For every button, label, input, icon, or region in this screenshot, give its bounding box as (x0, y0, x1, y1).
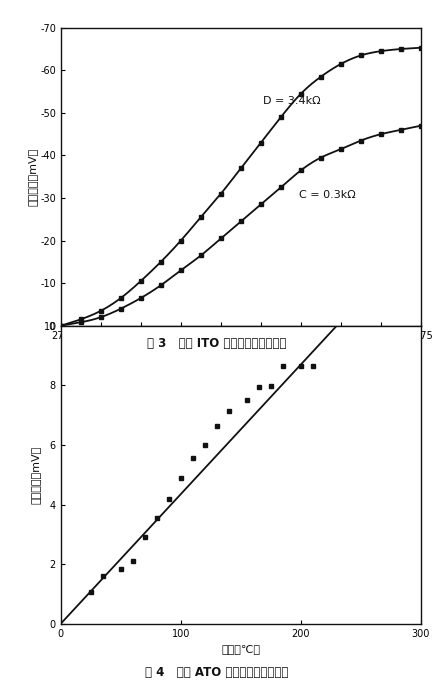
X-axis label: 温度（℃）: 温度（℃） (221, 644, 260, 654)
X-axis label: 温度（K）: 温度（K） (224, 346, 258, 356)
Y-axis label: 热电动势（mV）: 热电动势（mV） (27, 148, 37, 206)
Text: D = 3.4kΩ: D = 3.4kΩ (263, 96, 320, 106)
Text: 图 4   溅射 ATO 薄膜的对钓热电动势: 图 4 溅射 ATO 薄膜的对钓热电动势 (145, 666, 289, 678)
Y-axis label: 热电输出（mV）: 热电输出（mV） (31, 446, 41, 504)
Text: C = 0.3kΩ: C = 0.3kΩ (299, 190, 355, 200)
Text: 图 3   溅射 ITO 薄膜的对钓热电动势: 图 3 溅射 ITO 薄膜的对钓热电动势 (147, 337, 287, 349)
